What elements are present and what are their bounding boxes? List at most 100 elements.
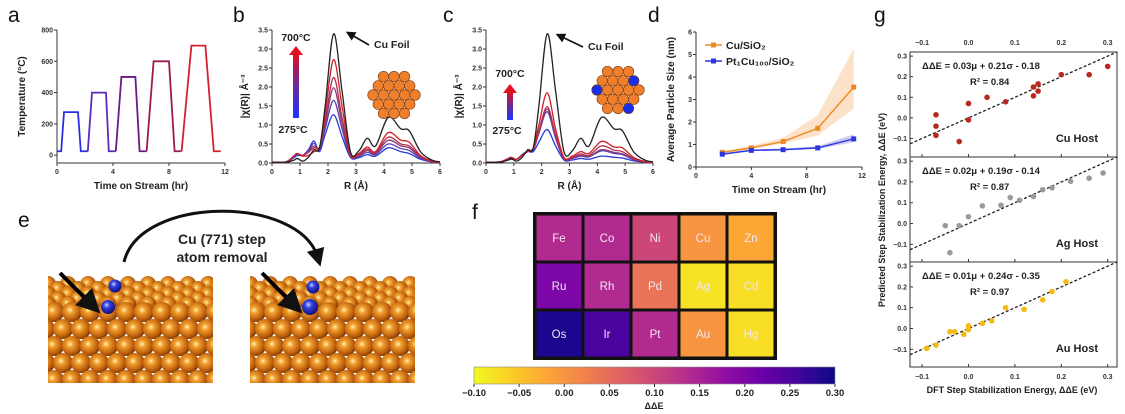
data-point [988, 318, 995, 324]
x-tick-label: 4 [595, 169, 599, 176]
element-label: Hg [744, 329, 759, 341]
x-tick-label: 0.3 [1103, 374, 1113, 381]
nanoparticle-cluster-icon [367, 70, 421, 119]
host-label: Ag Host [1056, 238, 1099, 250]
top-x-tick-label: 0.2 [1056, 40, 1066, 47]
x-tick-label: 0.2 [1056, 374, 1066, 381]
heatmap-cell-Os [536, 311, 582, 357]
heatmap-cell-Ni [632, 215, 678, 261]
transformation-arrow [122, 209, 325, 267]
cu-atom [152, 370, 172, 383]
x-tick-label: 12 [221, 169, 229, 176]
cu-foil-label: Cu Foil [588, 41, 624, 53]
cu-atom [255, 353, 275, 373]
cu-atom [309, 353, 329, 373]
data-point [947, 249, 953, 256]
y-tick-label: 0.5 [258, 142, 268, 149]
cu-atom [612, 65, 624, 78]
cu-atom [408, 336, 415, 356]
parity-line [909, 51, 1118, 145]
cu-atom [179, 353, 199, 373]
data-point [933, 111, 939, 118]
cu-atom [48, 353, 55, 373]
heatmap-cell-Fe [536, 215, 582, 261]
colorbar [473, 366, 836, 385]
parity-line [909, 156, 1118, 251]
panel-label-b: b [233, 4, 245, 27]
cu-atom [264, 302, 284, 322]
element-label: Ni [650, 233, 661, 245]
panel-label-g: g [874, 4, 886, 27]
temperature-step-3 [114, 76, 147, 153]
cu-atom [336, 370, 356, 383]
data-point [947, 328, 953, 335]
cu-atom [372, 98, 384, 110]
temperature-step-2 [86, 91, 116, 153]
cu-atom [417, 353, 437, 373]
cu-atom [48, 302, 64, 322]
temperature-step-4 [145, 60, 182, 153]
data-point [1063, 278, 1069, 285]
cu-atom [390, 370, 410, 383]
cu-atom [408, 370, 415, 383]
cu-atom [116, 302, 136, 322]
step-caption-line-2: atom removal [176, 249, 267, 265]
y-tick-label: 2 [688, 120, 692, 127]
data-point [1039, 297, 1046, 303]
cu-atom [161, 353, 181, 373]
cu-atom [71, 353, 91, 373]
cu-atom [89, 319, 109, 339]
y-tick-label: −0.1 [893, 347, 907, 354]
y-tick-label: 1.5 [258, 104, 268, 111]
heatmap-cell-Cd [728, 263, 774, 309]
cu-atom [628, 93, 640, 105]
temperature-step-5 [180, 44, 221, 153]
cu-atom [363, 353, 383, 373]
cu-atom [250, 319, 257, 339]
cu-atom [404, 80, 416, 92]
low-temp-label: 275°C [492, 125, 522, 137]
y-tick-label: 0.1 [897, 200, 907, 207]
cu-atom [188, 370, 208, 383]
data-point [979, 203, 986, 209]
cu-atom [220, 286, 236, 302]
cu-atom [417, 319, 437, 339]
r-squared-label: R² = 0.87 [970, 182, 1009, 193]
cu-foil-pointer-arrow [555, 33, 584, 48]
data-point [956, 222, 962, 229]
cu-atom [282, 336, 302, 356]
cu-atom [612, 84, 624, 96]
temperature-arrow-icon [507, 92, 513, 120]
y-tick-label: 3.0 [472, 47, 482, 54]
cu-atom [409, 89, 421, 101]
cu-atom [53, 319, 73, 339]
data-point [979, 320, 986, 327]
data-point [1002, 99, 1009, 105]
pt-atom [622, 102, 635, 114]
cu-atom [336, 302, 356, 322]
cu-atom [601, 84, 614, 96]
element-label: Ag [696, 281, 710, 293]
r-squared-label: R² = 0.97 [970, 287, 1009, 298]
cu-atom [62, 336, 82, 356]
colorbar-tick-label: 0.05 [600, 388, 619, 399]
cu-atom [71, 319, 91, 339]
cu-atom [617, 75, 629, 87]
data-point [780, 147, 786, 153]
y-tick-label: 4 [688, 75, 692, 82]
y-tick-label: 400 [41, 90, 53, 97]
colorbar-tick-label: 0.00 [555, 388, 574, 399]
cu-atom [26, 336, 46, 356]
data-point [1035, 88, 1041, 94]
cu-atom [161, 319, 181, 339]
data-point [1030, 84, 1037, 90]
x-tick-label: 12 [858, 173, 866, 180]
cu-atom [179, 319, 199, 339]
cu-atom [372, 336, 392, 356]
panel-d-axes [693, 31, 863, 170]
cu-atom [399, 319, 415, 339]
element-label: Fe [552, 233, 565, 245]
cu-atom [116, 370, 136, 383]
cu-atom [264, 370, 284, 383]
temperature-arrow-icon [293, 54, 299, 118]
